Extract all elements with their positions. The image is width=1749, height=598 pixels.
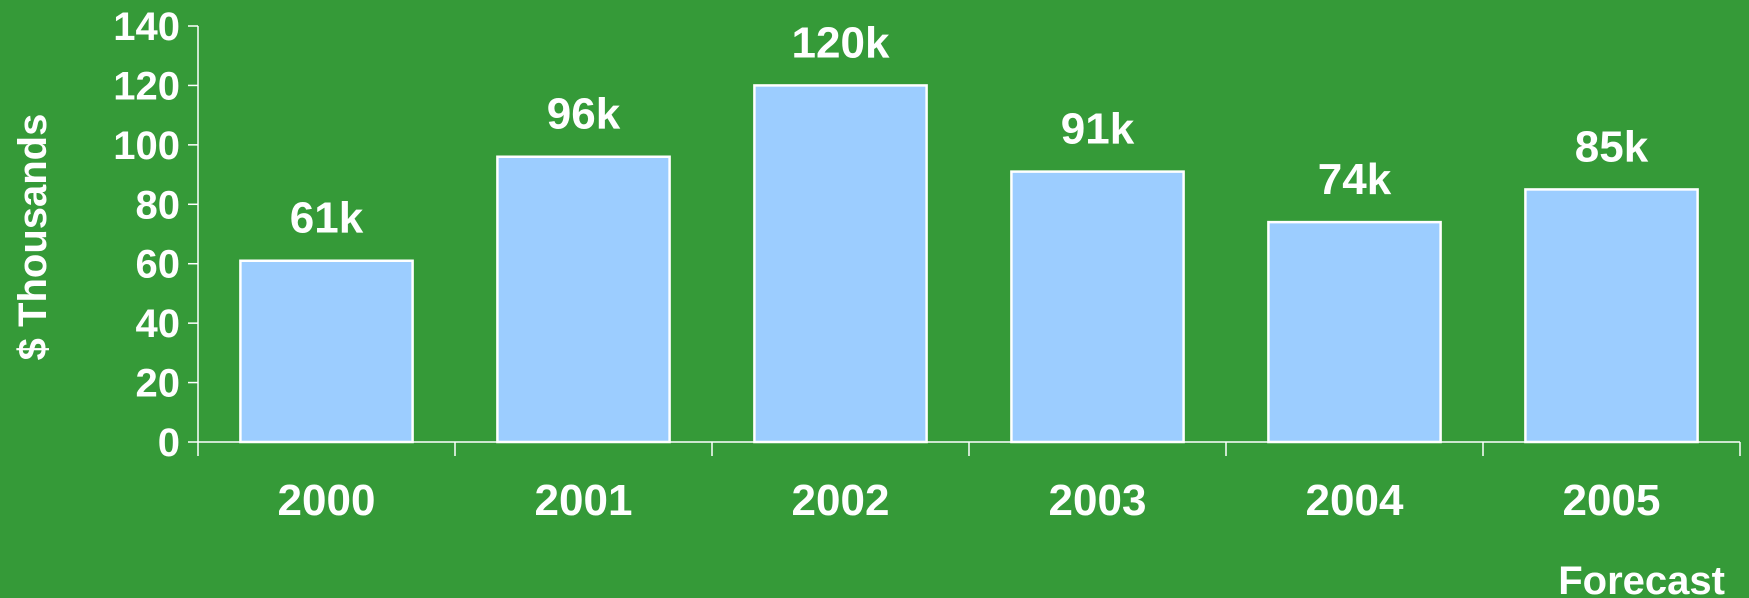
data-label: 91k <box>1061 105 1135 154</box>
bar-2001 <box>496 155 671 444</box>
y-tick-label: 20 <box>136 362 181 406</box>
y-tick-label: 80 <box>136 183 181 227</box>
bar-2000 <box>239 259 414 444</box>
bar-2002 <box>753 84 928 444</box>
data-label: 85k <box>1575 122 1649 171</box>
x-tick-label: 2002 <box>792 476 890 525</box>
x-tick-label: 2004 <box>1306 476 1404 525</box>
y-tick-label: 40 <box>136 302 181 346</box>
y-tick-label: 0 <box>158 421 180 465</box>
bar-2003 <box>1010 170 1185 444</box>
x-tick-label: 2005 <box>1563 476 1661 525</box>
x-tick-label: 2001 <box>535 476 633 525</box>
y-tick-label: 100 <box>113 124 180 168</box>
x-tick-sublabel: Forecast <box>1558 559 1725 598</box>
y-tick-label: 60 <box>136 243 181 287</box>
x-tick-label: 2003 <box>1049 476 1147 525</box>
y-tick-label: 120 <box>113 64 180 108</box>
data-label: 61k <box>290 194 364 243</box>
data-labels: 61k 96k 120k 91k 74k 85k <box>290 18 1649 242</box>
data-label: 96k <box>547 90 621 139</box>
x-axis <box>197 441 1741 456</box>
y-axis-label: $ Thousands <box>11 114 55 361</box>
x-tick-labels: 2000 2001 2002 2003 2004 2005 Forecast <box>278 476 1725 598</box>
y-tick-label: 140 <box>113 5 180 49</box>
x-tick-label: 2000 <box>278 476 376 525</box>
data-label: 120k <box>792 18 890 67</box>
y-axis: 0 20 40 60 80 100 120 140 <box>113 5 199 465</box>
bars <box>239 84 1699 444</box>
bar-2005 <box>1524 188 1699 444</box>
data-label: 74k <box>1318 155 1392 204</box>
bar-2004 <box>1267 220 1442 444</box>
